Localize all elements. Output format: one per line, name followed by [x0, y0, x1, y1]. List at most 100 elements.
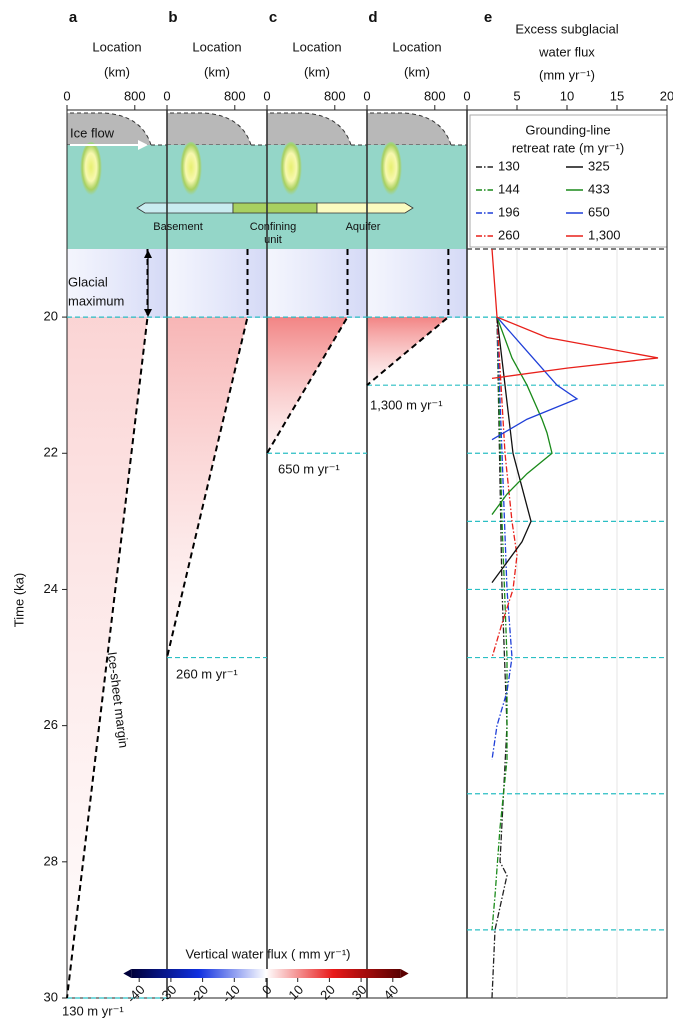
annotation: Ice-sheet margin [105, 651, 132, 749]
colorbar-tick-label: -10 [219, 982, 243, 1006]
panel-letter: c [269, 9, 277, 26]
x-axis-label: (km) [404, 64, 430, 79]
legend-label: 196 [498, 204, 520, 219]
plume [380, 142, 402, 198]
y-tick-label: 28 [44, 853, 58, 868]
ice-dome [66, 112, 152, 146]
y-tick-label: 26 [44, 717, 58, 732]
flux-line [491, 317, 518, 658]
x-tick-label: 10 [560, 88, 574, 103]
ice-sheet-margin [166, 249, 249, 658]
x-tick-label: 15 [610, 88, 624, 103]
x-tick-label: 0 [63, 88, 70, 103]
glacial-max-shade [167, 249, 267, 318]
rate-label: 260 m yr⁻¹ [176, 666, 238, 681]
ice-flow-arrowhead [138, 140, 148, 150]
legend-title: Grounding-line [525, 122, 610, 137]
layer-bar [316, 202, 414, 214]
panel-letter: b [168, 9, 177, 26]
flux-line [491, 316, 579, 441]
plume [80, 142, 102, 198]
y-tick-label: 20 [44, 309, 58, 324]
annotation: Aquifer [346, 221, 381, 233]
flux-line [491, 317, 508, 930]
panel-letter: d [368, 9, 377, 26]
plume [180, 142, 202, 198]
annotation: Confining [250, 221, 296, 233]
legend-label: 144 [498, 181, 520, 196]
x-axis-label: Location [392, 39, 441, 54]
y-tick-label: 30 [44, 989, 58, 1004]
x-axis-label: Location [92, 39, 141, 54]
panel-letter: a [69, 9, 78, 26]
ice-dome [266, 112, 352, 146]
layer-bar [232, 202, 318, 214]
x-tick-label: 0 [263, 88, 270, 103]
rate-label: 130 m yr⁻¹ [62, 1003, 124, 1018]
arrowhead [144, 250, 152, 258]
colorbar-tick-label: -40 [124, 982, 148, 1006]
x-tick-label: 0 [163, 88, 170, 103]
colorbar-tick-label: 40 [381, 982, 402, 1003]
glacial-max-shade [267, 249, 367, 318]
x-tick-label: 800 [124, 88, 146, 103]
flux-line [491, 317, 532, 584]
ice-sheet-margin [366, 249, 450, 386]
x-axis-label: (mm yr⁻¹) [539, 67, 595, 82]
flux-line [491, 248, 659, 380]
legend-label: 325 [588, 158, 610, 173]
x-axis-label: (km) [104, 64, 130, 79]
y-axis-label: Time (ka) [11, 573, 26, 627]
rate-label: 650 m yr⁻¹ [278, 461, 340, 476]
x-axis-label: (km) [204, 64, 230, 79]
colorbar-end [400, 969, 409, 978]
x-tick-label: 800 [424, 88, 446, 103]
legend-label: 433 [588, 181, 610, 196]
plume [280, 142, 302, 198]
annotation: Basement [153, 221, 203, 233]
legend-title: retreat rate (m yr⁻¹) [512, 140, 624, 155]
legend-label: 650 [588, 204, 610, 219]
glacial-max-shade [67, 249, 167, 318]
x-axis-label: (km) [304, 64, 330, 79]
x-tick-label: 5 [513, 88, 520, 103]
heat-region [267, 317, 348, 454]
flux-line [491, 317, 508, 999]
y-tick-label: 22 [44, 445, 58, 460]
legend-label: 130 [498, 158, 520, 173]
x-tick-label: 20 [660, 88, 673, 103]
legend-label: 1,300 [588, 227, 621, 242]
colorbar-label: Vertical water flux ( mm yr⁻¹) [185, 946, 350, 961]
x-tick-label: 0 [363, 88, 370, 103]
colorbar-tick-label: 20 [317, 982, 338, 1003]
ice-sheet-margin [266, 249, 349, 454]
legend-label: 260 [498, 227, 520, 242]
arrowhead [144, 309, 152, 317]
annotation: Ice flow [70, 125, 115, 140]
ice-dome [366, 112, 452, 146]
y-tick-label: 24 [44, 581, 58, 596]
flux-line [491, 317, 513, 760]
glacial-max-shade [367, 249, 467, 318]
annotation: unit [264, 234, 282, 246]
x-tick-label: 800 [224, 88, 246, 103]
rate-label: 1,300 m yr⁻¹ [370, 397, 443, 412]
colorbar-end [123, 969, 132, 978]
flux-line [491, 316, 553, 515]
annotation: Glacial [68, 274, 108, 289]
x-axis-label: water flux [538, 44, 595, 59]
x-tick-label: 0 [463, 88, 470, 103]
annotation: maximum [68, 293, 124, 308]
layer-bar [136, 202, 234, 214]
x-tick-label: 800 [324, 88, 346, 103]
colorbar-fill [131, 969, 401, 978]
x-axis-label: Location [292, 39, 341, 54]
x-axis-label: Location [192, 39, 241, 54]
ice-dome [166, 112, 252, 146]
colorbar-tick-label: -30 [156, 982, 180, 1006]
x-axis-label: Excess subglacial [515, 21, 618, 36]
colorbar-tick-label: -20 [187, 982, 211, 1006]
colorbar-tick-label: 10 [285, 982, 306, 1003]
panel-letter: e [484, 9, 492, 26]
